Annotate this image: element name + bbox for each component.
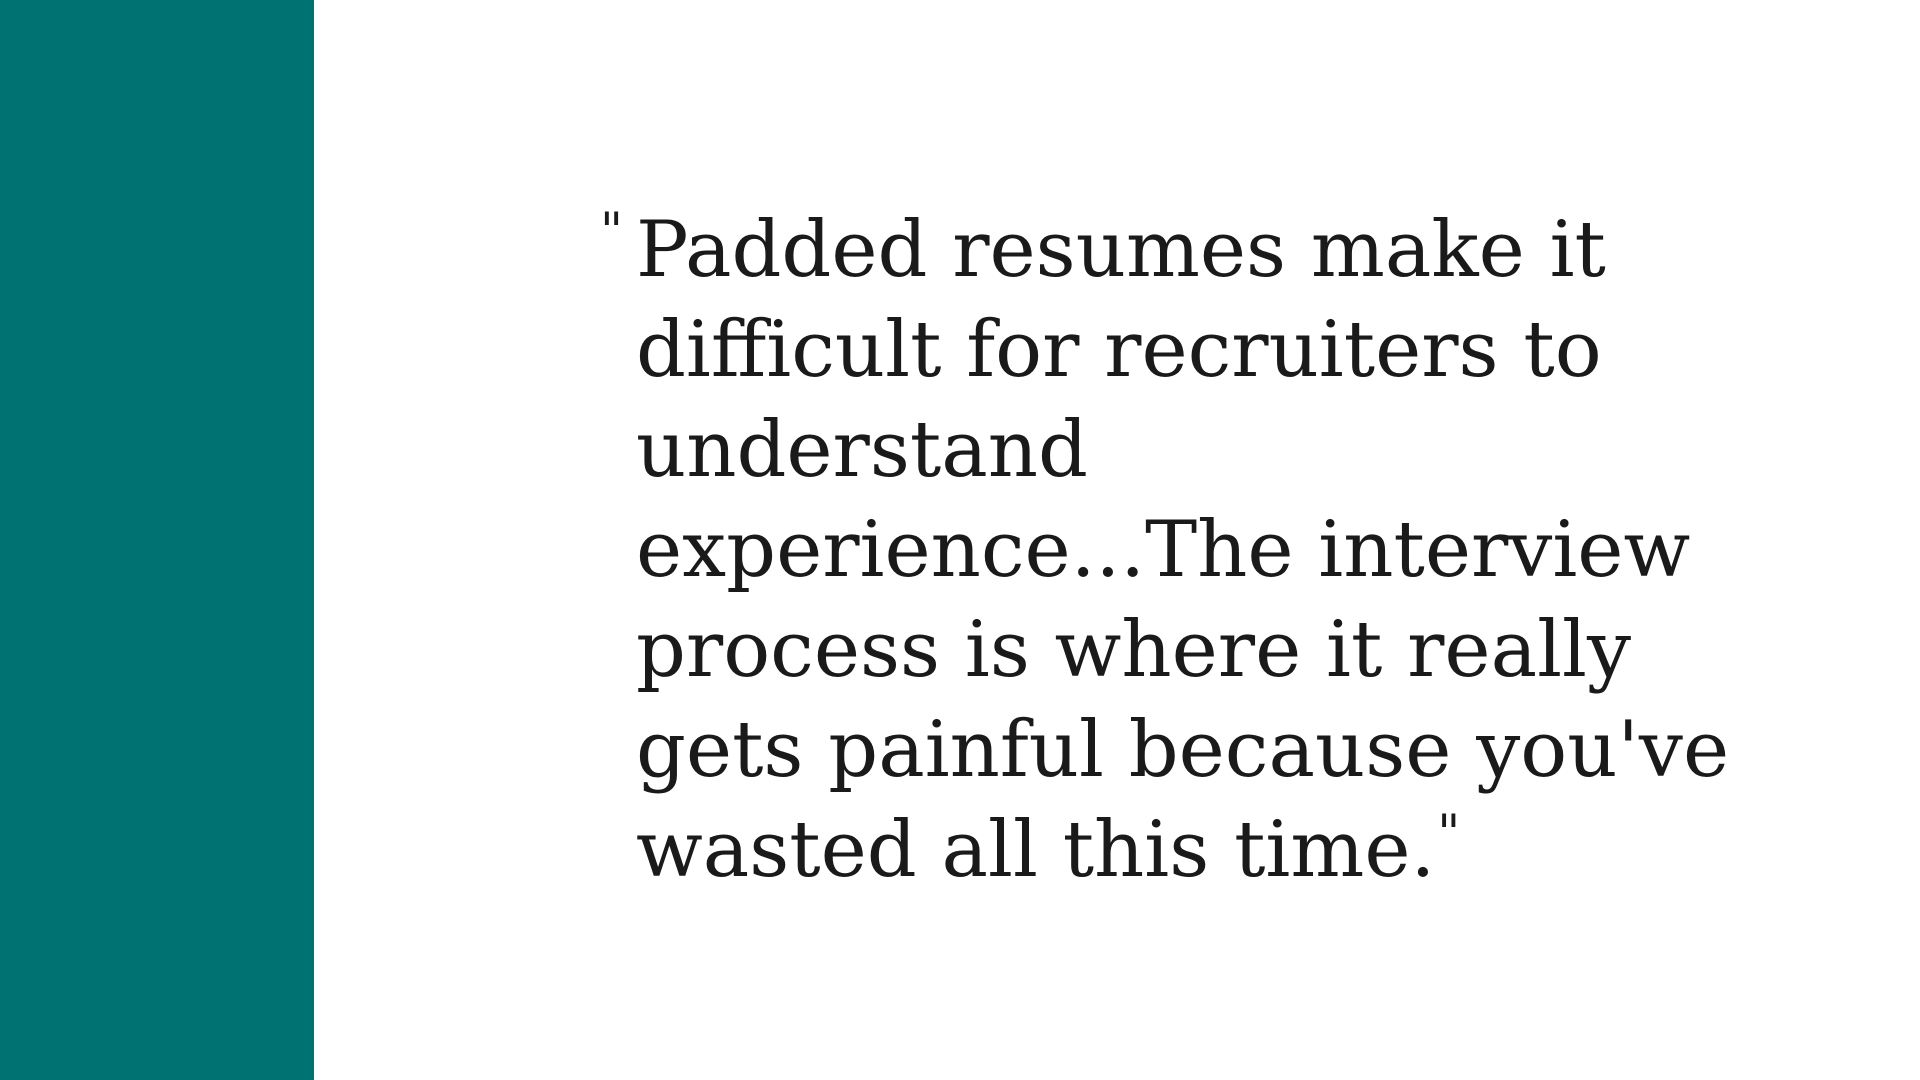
quote-body: Padded resumes make it difficult for rec… (636, 205, 1730, 895)
quote-text: Padded resumes make it difficult for rec… (636, 200, 1736, 900)
accent-side-bar (0, 0, 314, 1080)
open-quote-mark: " (600, 202, 623, 260)
close-quote-mark: " (1437, 804, 1461, 862)
